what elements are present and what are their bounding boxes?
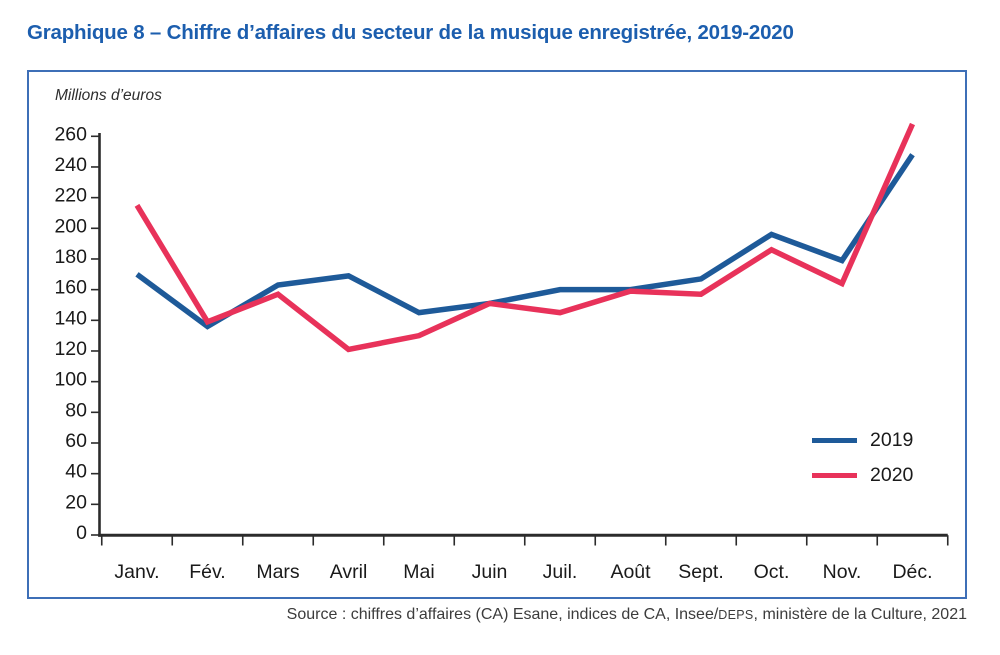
chart-title: Graphique 8 – Chiffre d’affaires du sect… bbox=[27, 21, 794, 44]
y-axis-tick-label: 140 bbox=[54, 307, 87, 329]
y-axis-tick-label: 20 bbox=[65, 491, 87, 513]
y-axis-tick-label: 240 bbox=[54, 154, 87, 176]
legend-label-2020: 2020 bbox=[870, 464, 914, 486]
y-axis-tick-label: 40 bbox=[65, 461, 87, 483]
y-axis-tick-label: 200 bbox=[54, 215, 87, 237]
y-axis-tick-label: 0 bbox=[76, 522, 87, 544]
y-axis-tick-label: 160 bbox=[54, 277, 87, 299]
source-text-smallcaps: DEPS bbox=[718, 608, 754, 622]
x-axis-tick-label: Août bbox=[610, 561, 651, 583]
legend-swatch-2020 bbox=[812, 473, 857, 478]
legend-item-2020: 2020 bbox=[812, 464, 913, 487]
x-axis-tick-label: Oct. bbox=[754, 561, 790, 583]
legend-swatch-2019 bbox=[812, 438, 857, 443]
y-axis-unit-label: Millions d’euros bbox=[55, 87, 162, 104]
x-axis-tick-label: Nov. bbox=[823, 561, 862, 583]
series-line-2020 bbox=[134, 122, 916, 353]
x-axis-tick-label: Juin bbox=[472, 561, 508, 583]
x-axis-tick-label: Janv. bbox=[114, 561, 159, 583]
y-axis-tick-label: 100 bbox=[54, 369, 87, 391]
y-axis-tick-label: 260 bbox=[54, 123, 87, 145]
chart-panel: Millions d’euros 0 20 40 60 80 100 120 140 160 18… bbox=[27, 70, 967, 599]
y-axis-tick-label: 80 bbox=[65, 399, 87, 421]
x-axis-tick-label: Fév. bbox=[189, 561, 225, 583]
legend: 2019 2020 bbox=[812, 429, 913, 487]
x-axis-tick-label: Sept. bbox=[678, 561, 724, 583]
legend-label-2019: 2019 bbox=[870, 429, 914, 451]
x-axis-tick-label: Déc. bbox=[892, 561, 932, 583]
x-axis-tick-label: Juil. bbox=[543, 561, 578, 583]
legend-item-2019: 2019 bbox=[812, 429, 913, 452]
x-axis-tick-label: Mars bbox=[256, 561, 300, 583]
source-line: Source : chiffres d’affaires (CA) Esane,… bbox=[287, 606, 967, 624]
x-axis-tick-label: Avril bbox=[330, 561, 368, 583]
y-axis-tick-label: 180 bbox=[54, 246, 87, 268]
y-axis-tick-label: 120 bbox=[54, 338, 87, 360]
x-axis-tick-label: Mai bbox=[403, 561, 434, 583]
source-text-suffix: , ministère de la Culture, 2021 bbox=[753, 606, 967, 623]
line-chart: 0 20 40 60 80 100 120 140 160 180 200 220 240 260 Janv… bbox=[54, 122, 949, 583]
y-axis-tick-label: 220 bbox=[54, 185, 87, 207]
series-line-2019 bbox=[135, 153, 915, 330]
source-text-prefix: Source : chiffres d’affaires (CA) Esane,… bbox=[286, 606, 719, 623]
y-axis-tick-label: 60 bbox=[65, 430, 87, 452]
